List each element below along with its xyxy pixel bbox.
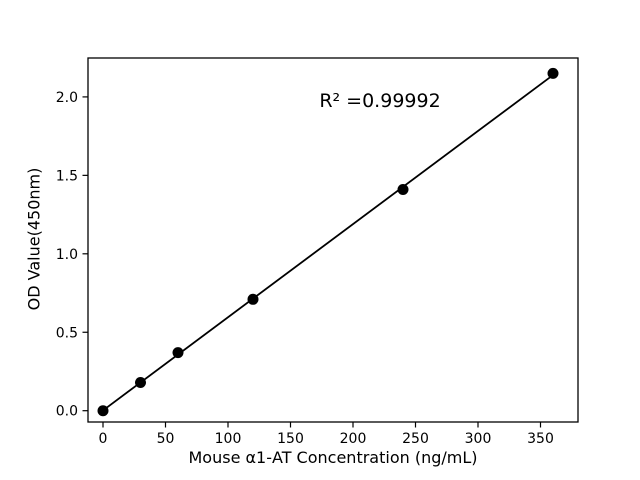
data-point bbox=[247, 293, 259, 305]
data-point bbox=[397, 183, 409, 195]
x-tick-label: 50 bbox=[157, 431, 175, 447]
fit-line bbox=[102, 74, 554, 412]
x-tick-label: 250 bbox=[402, 431, 429, 447]
y-axis-label: OD Value(450nm) bbox=[24, 167, 44, 311]
x-axis-label: Mouse α1-AT Concentration (ng/mL) bbox=[188, 448, 478, 467]
x-tick-label: 200 bbox=[340, 431, 367, 447]
data-point bbox=[135, 376, 146, 388]
axes-frame bbox=[87, 57, 579, 423]
x-tick-label: 0 bbox=[99, 431, 108, 447]
x-tick-label: 300 bbox=[465, 431, 492, 447]
y-tick-label: 0.0 bbox=[56, 404, 78, 420]
data-point bbox=[172, 347, 184, 359]
y-tick-label: 1.0 bbox=[56, 247, 78, 263]
y-tick-label: 2.0 bbox=[56, 90, 78, 106]
r-squared-annotation: R² =0.99992 bbox=[319, 90, 441, 112]
y-tick-label: 0.5 bbox=[56, 325, 78, 341]
x-tick-label: 350 bbox=[527, 431, 554, 447]
x-tick-label: 150 bbox=[277, 431, 304, 447]
data-point bbox=[547, 67, 559, 79]
x-tick-label: 100 bbox=[215, 431, 242, 447]
data-point bbox=[97, 405, 109, 417]
y-tick-label: 1.5 bbox=[56, 168, 78, 184]
